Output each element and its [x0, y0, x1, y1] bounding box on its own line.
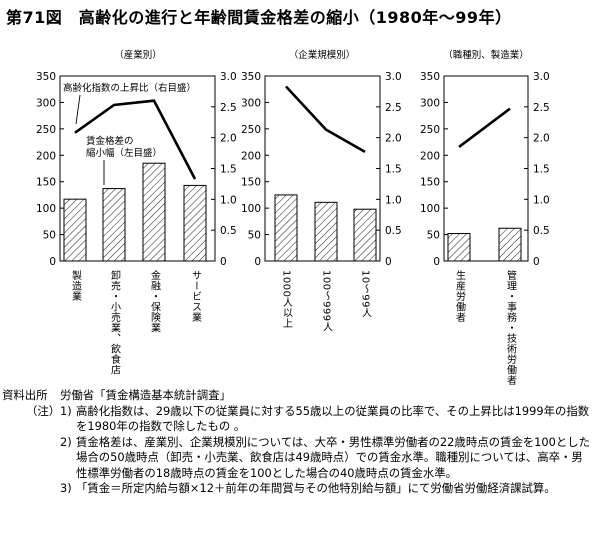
footnotes: 資料出所 労働省「賃金構造基本統計調査」 （注） 1) 高齢化指数は、29歳以下…	[2, 388, 592, 497]
category-label: 10～99人	[360, 270, 372, 318]
right-tick-label: 3.0	[533, 71, 550, 83]
line-series	[74, 99, 197, 180]
bar	[353, 208, 377, 262]
category-label: 卸売・小売業、飲食店	[109, 269, 121, 376]
right-tick-label: 0	[533, 256, 540, 268]
left-tick-label: 100	[420, 203, 440, 215]
right-tick-label: 2.0	[385, 133, 402, 145]
right-tick-label: 2.5	[220, 102, 237, 114]
note-number: 1)	[60, 403, 72, 418]
right-tick-label: 1.5	[220, 164, 237, 176]
right-tick-label: 0.5	[220, 225, 237, 237]
left-tick-label: 250	[36, 124, 56, 136]
left-tick-label: 0	[49, 256, 56, 268]
left-tick-label: 50	[43, 230, 56, 242]
right-tick-label: 2.5	[533, 102, 550, 114]
note-number: 2)	[60, 434, 72, 449]
category-label: 100～999人	[321, 270, 333, 332]
left-tick-label: 100	[36, 203, 56, 215]
left-tick-label: 150	[36, 177, 56, 189]
note-text: 賃金格差は、産業別、企業規模別については、大卒・男性標準労働者の22歳時点の賃金…	[76, 434, 591, 480]
right-tick-label: 1.0	[220, 194, 237, 206]
left-tick-label: 50	[248, 230, 261, 242]
right-tick-label: 2.5	[385, 102, 402, 114]
left-tick-label: 200	[420, 150, 440, 162]
left-tick-label: 250	[241, 124, 261, 136]
bar	[183, 184, 207, 262]
note-item: 1) 高齢化指数は、29歳以下の従業員に対する55歳以上の従業員の比率で、その上…	[60, 404, 592, 435]
bar	[447, 233, 471, 262]
annotation-leader	[75, 94, 81, 125]
left-tick-label: 350	[36, 71, 56, 83]
left-tick-label: 150	[241, 177, 261, 189]
right-tick-label: 2.0	[533, 133, 550, 145]
category-label: サービス業	[190, 270, 202, 323]
annotation-bar-label: 縮小幅（左目盛）	[86, 147, 162, 159]
right-tick-label: 0	[385, 256, 392, 268]
bar	[102, 188, 126, 262]
left-tick-label: 200	[36, 150, 56, 162]
note-item: 3) 「賃金＝所定内給与額×12＋前年の年間賞与その他特別給与額」にて労働省労働…	[60, 481, 592, 497]
right-tick-label: 1.0	[385, 194, 402, 206]
annotation-bar-label: 賃金格差の	[86, 135, 134, 147]
note-text: 高齢化指数は、29歳以下の従業員に対する55歳以上の従業員の比率で、その上昇比は…	[76, 403, 590, 434]
right-tick-label: 3.0	[220, 71, 237, 83]
chart-area: 0 50 100 150 200 250 300 350 0 0.5 1.0 1.5 2.0 2.5 3.0…	[36, 49, 550, 386]
line-series	[458, 107, 511, 148]
left-tick-label: 300	[420, 97, 440, 109]
left-tick-label: 0	[254, 256, 261, 268]
source-label: 資料出所	[2, 388, 48, 402]
left-tick-label: 150	[420, 177, 440, 189]
line-series	[285, 85, 366, 153]
notes-block: （注） 1) 高齢化指数は、29歳以下の従業員に対する55歳以上の従業員の比率で…	[2, 404, 592, 497]
left-tick-label: 350	[420, 71, 440, 83]
left-tick-label: 200	[241, 150, 261, 162]
right-tick-label: 1.5	[385, 164, 402, 176]
category-label: 製造業	[70, 269, 82, 302]
figure-title: 第71図 高齢化の進行と年齢間賃金格差の縮小（1980年～99年）	[6, 8, 512, 27]
panel-subtitle: （産業別）	[114, 49, 162, 61]
source-line: 資料出所 労働省「賃金構造基本統計調査」	[2, 388, 592, 404]
bar	[498, 227, 522, 262]
panel-subtitle: （企業規模別）	[289, 49, 356, 61]
right-tick-label: 2.0	[220, 133, 237, 145]
right-tick-label: 0	[220, 256, 227, 268]
left-tick-label: 0	[433, 256, 440, 268]
left-tick-label: 300	[241, 97, 261, 109]
source-text: 労働省「賃金構造基本統計調査」	[60, 388, 231, 402]
notes-label: （注）	[26, 403, 61, 418]
note-text: 「賃金＝所定内給与額×12＋前年の年間賞与その他特別給与額」にて労働省労働経済課…	[76, 481, 556, 495]
left-tick-label: 50	[427, 230, 440, 242]
category-label: 金融・保険業	[149, 269, 161, 334]
right-tick-label: 1.0	[533, 194, 550, 206]
annotation-line-label: 高齢化指数の上昇比（右目盛）	[63, 82, 196, 94]
left-tick-label: 100	[241, 203, 261, 215]
note-number: 3)	[60, 481, 72, 495]
bar	[274, 194, 298, 262]
category-label: 管理・事務・技術労働者	[505, 269, 517, 386]
bar	[314, 201, 338, 262]
panel-subtitle: （職種別、製造業）	[443, 49, 529, 61]
left-tick-label: 300	[36, 97, 56, 109]
left-tick-label: 350	[241, 71, 261, 83]
right-tick-label: 3.0	[385, 71, 402, 83]
left-tick-label: 250	[420, 124, 440, 136]
right-tick-label: 0.5	[533, 225, 550, 237]
note-item: 2) 賃金格差は、産業別、企業規模別については、大卒・男性標準労働者の22歳時点…	[60, 435, 592, 482]
category-label: 1000人以上	[281, 270, 293, 329]
right-tick-label: 1.5	[533, 164, 550, 176]
bar	[63, 198, 87, 262]
right-tick-label: 0.5	[385, 225, 402, 237]
bar	[142, 162, 166, 262]
category-label: 生産労働者	[454, 269, 466, 323]
